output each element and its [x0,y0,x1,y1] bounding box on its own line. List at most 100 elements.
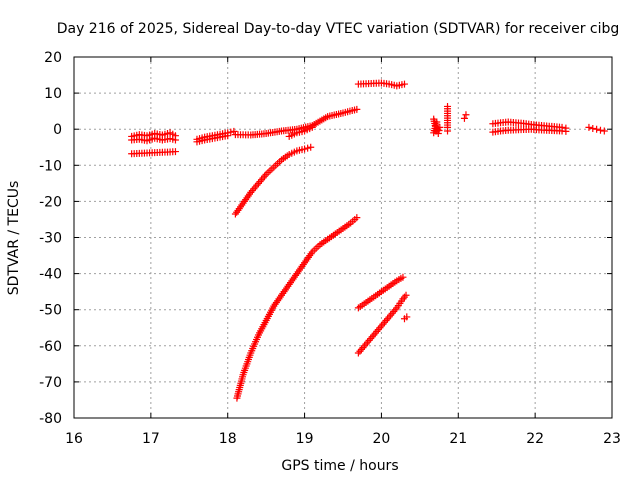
series-group [585,123,608,135]
data-point [367,335,375,343]
data-point [391,306,399,314]
data-point [399,273,407,281]
data-point [400,80,408,88]
data-point [600,127,608,135]
data-point [359,344,367,352]
data-point [585,123,593,131]
plot-frame [73,56,613,419]
data-point [382,317,390,325]
data-point [224,132,232,140]
data-point [374,326,382,334]
data-point [304,144,312,152]
data-point [371,329,379,337]
x-tick-label: 21 [449,431,467,447]
data-point [384,315,392,323]
data-point [253,181,261,189]
data-point [589,124,597,132]
data-point [230,127,238,135]
x-axis-label: GPS time / hours [281,458,398,474]
y-tick-label: 10 [44,86,62,102]
series-group [354,79,408,90]
data-point [593,125,601,133]
series-group [128,148,179,158]
data-point [376,324,384,332]
data-point [171,148,179,156]
y-tick-label: 0 [53,122,62,138]
data-point [403,313,411,321]
data-point [258,176,266,184]
data-point [356,347,364,355]
y-tick-label: -10 [39,158,62,174]
y-tick-label: -60 [39,339,62,355]
data-point [357,345,365,353]
data-points [128,79,608,402]
data-point [171,136,179,144]
data-point [261,172,269,180]
x-tick-label: 17 [142,431,160,447]
grid [74,57,612,418]
data-point [377,322,385,330]
series-group [128,134,179,145]
series-group [354,291,410,357]
data-point [301,145,309,153]
y-tick-label: -30 [39,231,62,247]
y-tick-label: -40 [39,267,62,283]
data-point [370,331,378,339]
data-point [390,308,398,316]
data-point [433,118,441,126]
series-group [231,143,315,218]
series-group [193,132,232,146]
data-point [364,338,372,346]
data-point [562,127,570,135]
data-point [353,105,361,113]
data-point [402,291,410,299]
y-tick-label: 20 [44,50,62,66]
axis-ticks: 16 17 18 19 20 21 22 23 -80 -70 -60 -50 -40 -30 -20 -10… [39,50,621,447]
series-group [430,115,444,138]
data-point [361,342,369,350]
data-point [250,185,258,193]
data-point [596,126,604,134]
series-group [444,102,452,135]
series-group [285,123,316,140]
x-tick-label: 19 [296,431,314,447]
data-point [379,320,387,328]
chart-title: Day 216 of 2025, Sidereal Day-to-day VTE… [57,21,620,37]
y-tick-label: -50 [39,303,62,319]
data-point [308,123,316,131]
data-point [400,293,408,301]
data-point [353,214,361,222]
y-axis-label: SDTVAR / TECUs [6,181,22,296]
data-point [368,333,376,341]
series-group [400,313,411,323]
x-tick-label: 22 [526,431,544,447]
data-point [354,349,362,357]
series-group [460,111,470,122]
x-tick-label: 18 [219,431,237,447]
data-point [385,313,393,321]
data-point [387,311,395,319]
data-point [259,174,267,182]
x-tick-label: 23 [603,431,621,447]
data-point [388,309,396,317]
data-point [444,127,452,135]
data-point [462,111,470,119]
y-tick-label: -70 [39,375,62,391]
series-group [489,125,570,136]
data-point [373,327,381,335]
data-point [251,183,259,191]
y-tick-label: -80 [39,411,62,427]
y-tick-label: -20 [39,194,62,210]
data-point [381,318,389,326]
data-point [362,340,370,348]
series-group [354,273,407,312]
data-point [227,128,235,136]
x-tick-label: 20 [373,431,391,447]
data-point [256,178,264,186]
series-group [233,214,361,402]
data-point [365,336,373,344]
data-point [307,143,315,151]
data-point [460,114,468,122]
data-point [254,179,262,187]
